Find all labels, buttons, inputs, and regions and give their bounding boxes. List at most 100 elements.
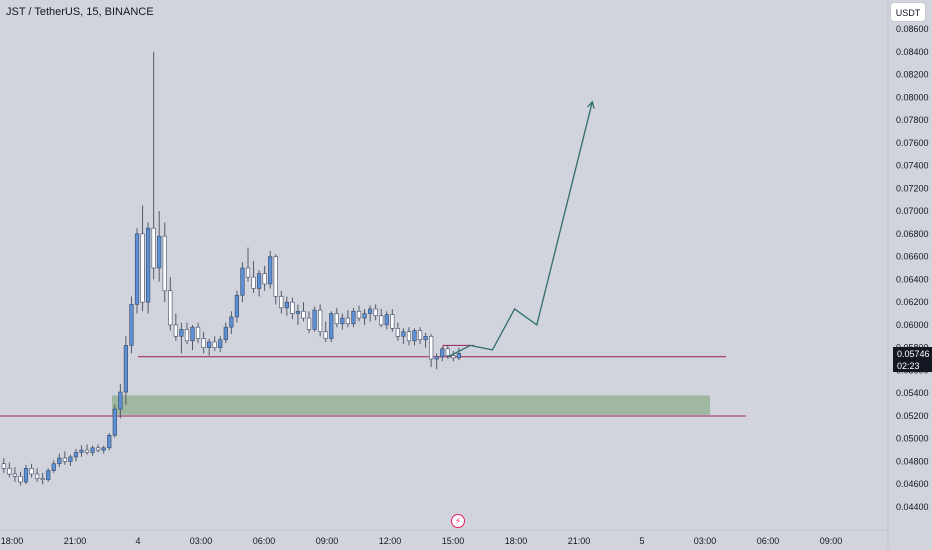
candle-body xyxy=(240,267,245,296)
y-tick-label: 0.07200 xyxy=(896,183,929,193)
candle-body xyxy=(256,273,262,289)
candle-body xyxy=(384,314,389,326)
candle-body xyxy=(373,308,378,317)
candle-body xyxy=(179,329,184,337)
countdown-timer: 02:23 xyxy=(897,361,920,371)
candle-body xyxy=(456,353,462,359)
y-tick-label: 0.08000 xyxy=(896,92,929,102)
candle-body xyxy=(212,341,217,348)
candle-body xyxy=(434,356,439,360)
candle-body xyxy=(234,295,240,318)
candle-body xyxy=(362,313,367,319)
candle-body xyxy=(251,276,256,289)
candle-body xyxy=(140,233,145,303)
x-tick-label: 5 xyxy=(639,536,644,546)
x-tick-label: 4 xyxy=(135,536,140,546)
candle-body xyxy=(451,355,456,359)
candle-body xyxy=(445,348,450,356)
candle-body xyxy=(406,331,412,342)
candle-body xyxy=(301,310,306,319)
candle-body xyxy=(173,324,178,337)
candle-body xyxy=(12,473,18,477)
candle-body xyxy=(129,304,134,346)
candle-body xyxy=(29,468,34,475)
y-tick-label: 0.07000 xyxy=(896,206,929,216)
candle-body xyxy=(57,457,62,465)
candle-body xyxy=(23,468,29,483)
candle-body xyxy=(290,301,295,314)
demand-zone[interactable] xyxy=(112,395,710,415)
candle-body xyxy=(190,326,195,342)
candle-body xyxy=(351,310,356,325)
candle-body xyxy=(123,345,128,393)
x-tick-label: 06:00 xyxy=(253,536,276,546)
candle-body xyxy=(401,331,406,337)
x-tick-label: 06:00 xyxy=(757,536,780,546)
candle-body xyxy=(312,309,317,330)
candle-body xyxy=(112,408,117,436)
candle-body xyxy=(157,235,162,269)
candle-body xyxy=(223,326,228,340)
candle-body xyxy=(79,449,84,453)
candle-body xyxy=(195,326,201,339)
candle-body xyxy=(229,316,234,328)
currency-button[interactable]: USDT xyxy=(890,2,926,22)
x-tick-label: 03:00 xyxy=(190,536,213,546)
time-axis[interactable]: 18:00 21:00 4 03:00 06:00 09:00 12:00 15:00 18:0… xyxy=(0,529,888,546)
candle-body xyxy=(395,328,400,337)
candle-body xyxy=(107,434,112,449)
projection-arrow[interactable] xyxy=(447,100,595,358)
demand-zone-rect xyxy=(112,395,710,415)
last-price-value: 0.05746 xyxy=(897,349,930,359)
candle-body xyxy=(412,330,417,342)
candle-body xyxy=(84,449,90,453)
projection-path xyxy=(447,101,593,358)
projection-arrowhead xyxy=(587,100,595,109)
x-tick-label: 09:00 xyxy=(316,536,339,546)
candle-body xyxy=(429,335,434,360)
candle-body xyxy=(423,335,428,340)
y-tick-label: 0.06200 xyxy=(896,297,929,307)
x-tick-label: 15:00 xyxy=(442,536,465,546)
x-tick-label: 18:00 xyxy=(505,536,528,546)
y-tick-label: 0.07800 xyxy=(896,115,929,125)
candle-body xyxy=(118,391,123,410)
y-tick-label: 0.04600 xyxy=(896,479,929,489)
candle-body xyxy=(184,329,190,342)
candles xyxy=(1,51,462,486)
symbol-title: JST / TetherUS, 15, BINANCE xyxy=(6,6,154,18)
y-tick-label: 0.05400 xyxy=(896,388,929,398)
y-tick-label: 0.05000 xyxy=(896,434,929,444)
y-tick-label: 0.06600 xyxy=(896,252,929,262)
y-tick-label: 0.08400 xyxy=(896,47,929,57)
candle-body xyxy=(284,301,289,309)
price-axis[interactable]: 0.08600 0.08400 0.08200 0.08000 0.07800 0.076… xyxy=(887,0,929,550)
candle-body xyxy=(168,290,173,326)
y-tick-label: 0.08600 xyxy=(896,24,929,34)
candle-body xyxy=(146,227,151,303)
candle-body xyxy=(367,308,373,314)
candle-body xyxy=(101,447,106,451)
candle-body xyxy=(62,457,67,462)
candle-body xyxy=(40,478,45,480)
candle-body xyxy=(134,233,140,305)
candle-body xyxy=(306,317,312,330)
x-tick-label: 21:00 xyxy=(568,536,591,546)
candle-body xyxy=(379,315,384,326)
candle-body xyxy=(18,475,23,483)
candle-body xyxy=(1,463,6,469)
x-tick-label: 12:00 xyxy=(379,536,402,546)
candle-body xyxy=(340,317,345,325)
last-price-badge: 0.05746 02:23 xyxy=(893,347,932,372)
y-tick-label: 0.04800 xyxy=(896,456,929,466)
candle-body xyxy=(268,256,273,285)
candle-body xyxy=(90,447,95,453)
y-tick-label: 0.06800 xyxy=(896,229,929,239)
candle-body xyxy=(323,331,328,339)
candle-body xyxy=(34,473,40,479)
candle-body xyxy=(334,313,339,325)
x-tick-label: 21:00 xyxy=(64,536,87,546)
flash-icon[interactable]: ⚡ xyxy=(451,514,465,528)
